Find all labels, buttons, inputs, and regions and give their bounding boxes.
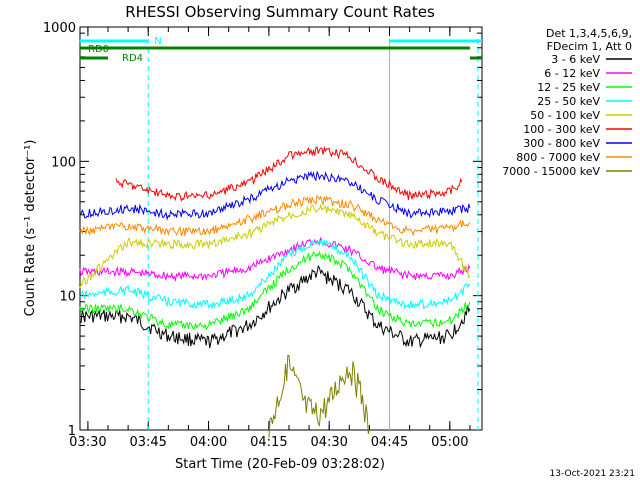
series-line-7: [79, 170, 471, 221]
y-tick-label: 1000: [43, 21, 76, 36]
footer-timestamp: 13-Oct-2021 23:21: [550, 469, 635, 479]
legend-entry-label: 7000 - 15000 keV: [502, 165, 600, 178]
x-tick-label: 03:45: [129, 435, 166, 450]
x-tick-label: 04:30: [310, 435, 347, 450]
series-line-6: [115, 145, 463, 202]
series-line-3: [79, 250, 471, 331]
legend-entry-label: 6 - 12 keV: [544, 67, 600, 80]
plot-area: 1 10 100 1000 03:30 03:45 04:00 04:15 04:30 04:45…: [43, 21, 483, 450]
x-axis-label: Start Time (20-Feb-09 03:28:02): [175, 457, 385, 472]
legend-header-line2: FDecim 1, Att 0: [547, 40, 632, 53]
y-tick-label: 100: [51, 155, 76, 170]
legend: Det 1,3,4,5,6,9, FDecim 1, Att 0 3 - 6 k…: [502, 27, 632, 178]
series-line-4: [79, 239, 471, 310]
legend-entry-label: 100 - 300 keV: [523, 123, 600, 136]
chart-title: RHESSI Observing Summary Count Rates: [125, 3, 435, 21]
legend-entry-label: 3 - 6 keV: [551, 53, 600, 66]
plot-frame: [79, 26, 483, 431]
legend-entry-label: 25 - 50 keV: [537, 95, 600, 108]
x-tick-label: 04:45: [371, 435, 408, 450]
series-line-1: [79, 264, 471, 349]
y-tick-label: 10: [59, 290, 76, 305]
status-bar-label: N: [154, 36, 161, 47]
y-axis-label: Count Rate (s⁻¹ detector⁻¹): [23, 140, 38, 317]
legend-entry-label: 800 - 7000 keV: [516, 151, 600, 164]
legend-entry-label: 300 - 800 keV: [523, 137, 600, 150]
series-line-8: [79, 194, 471, 237]
series-line-9: [268, 354, 370, 438]
status-bar-label: RD0: [88, 44, 109, 55]
legend-header-line1: Det 1,3,4,5,6,9,: [546, 27, 632, 40]
series-line-2: [79, 237, 471, 282]
x-tick-label: 04:15: [250, 435, 287, 450]
x-tick-label: 03:30: [69, 435, 106, 450]
status-bar-label: RD4: [122, 53, 143, 64]
legend-entry-label: 12 - 25 keV: [537, 81, 600, 94]
series-line-5: [79, 203, 471, 289]
x-tick-label: 05:00: [431, 435, 468, 450]
legend-entry-label: 50 - 100 keV: [530, 109, 600, 122]
y-tick-label: 1: [68, 424, 76, 439]
x-tick-label: 04:00: [190, 435, 227, 450]
